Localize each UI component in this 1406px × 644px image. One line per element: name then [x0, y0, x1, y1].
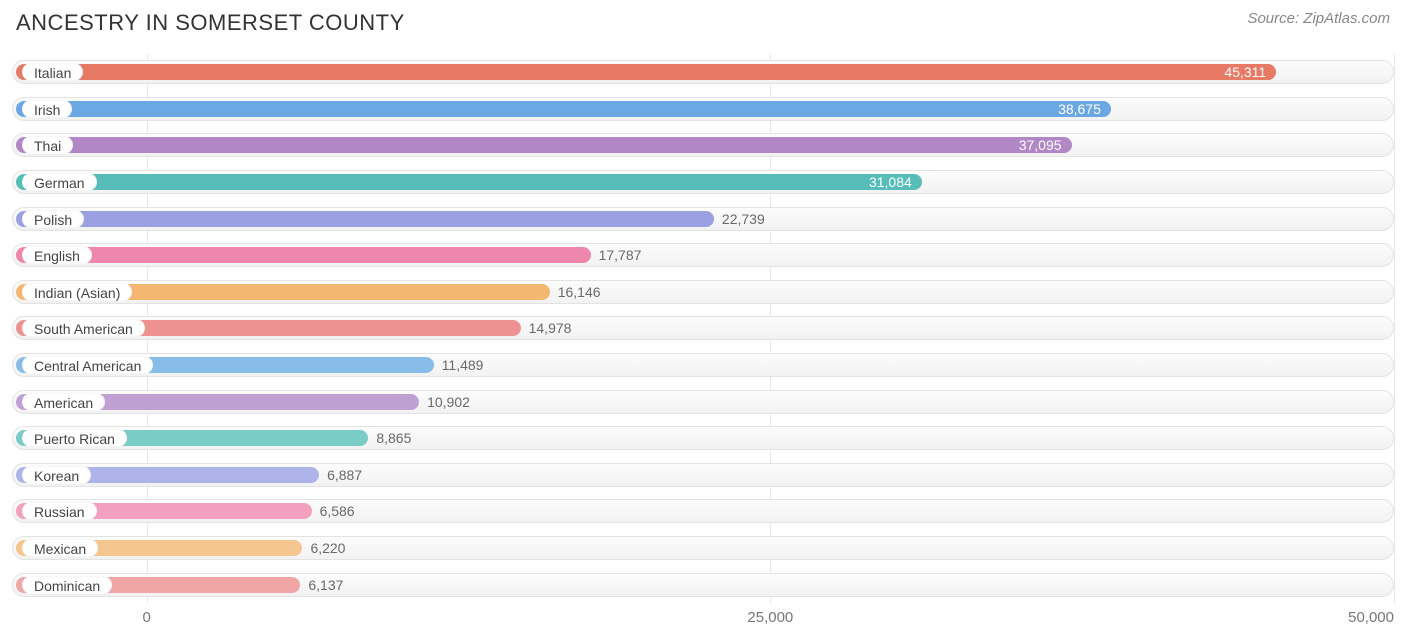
bar-row: Mexican 6,220: [12, 530, 1394, 567]
bar-row: Thai 37,095: [12, 127, 1394, 164]
value-label: 6,137: [308, 577, 343, 593]
bar-track: Central American 11,489: [12, 353, 1394, 377]
chart-container: ANCESTRY IN SOMERSET COUNTY Source: ZipA…: [0, 0, 1406, 644]
bar-row: Puerto Rican 8,865: [12, 420, 1394, 457]
bar-row: Dominican 6,137: [12, 566, 1394, 603]
bar-row: Indian (Asian) 16,146: [12, 274, 1394, 311]
value-label: 17,787: [599, 247, 642, 263]
value-label: 11,489: [442, 357, 484, 373]
category-label: Russian: [22, 502, 97, 520]
bar-track: Polish 22,739: [12, 207, 1394, 231]
category-label: Mexican: [22, 539, 98, 557]
x-axis: 0 25,000 50,000: [12, 607, 1394, 633]
bar-fill: [16, 101, 1111, 117]
x-tick-label: 25,000: [747, 609, 793, 626]
category-label: German: [22, 173, 97, 191]
category-label: Thai: [22, 136, 73, 154]
bar-row: South American 14,978: [12, 310, 1394, 347]
category-label: Polish: [22, 210, 84, 228]
bar-row: English 17,787: [12, 237, 1394, 274]
bar-row: Polish 22,739: [12, 200, 1394, 237]
value-label: 38,675: [1058, 101, 1101, 117]
bar-row: American 10,902: [12, 383, 1394, 420]
bar-track: Korean 6,887: [12, 463, 1394, 487]
category-label: Indian (Asian): [22, 283, 132, 301]
value-label: 31,084: [869, 174, 912, 190]
bar-track: English 17,787: [12, 243, 1394, 267]
bar-track: American 10,902: [12, 390, 1394, 414]
category-label: Dominican: [22, 576, 112, 594]
value-label: 6,586: [320, 503, 355, 519]
category-label: South American: [22, 319, 145, 337]
category-label: English: [22, 246, 92, 264]
category-label: Irish: [22, 100, 72, 118]
bar-track: Irish 38,675: [12, 97, 1394, 121]
bar-track: Mexican 6,220: [12, 536, 1394, 560]
bar-row: Russian 6,586: [12, 493, 1394, 530]
chart-plot-area: Italian 45,311 Irish 38,675 Thai 37,095 German…: [12, 54, 1394, 633]
chart-header: ANCESTRY IN SOMERSET COUNTY Source: ZipA…: [12, 10, 1394, 36]
bar-fill: [16, 247, 591, 263]
value-label: 37,095: [1019, 137, 1062, 153]
bar-track: Russian 6,586: [12, 499, 1394, 523]
bar-track: South American 14,978: [12, 316, 1394, 340]
bar-row: Irish 38,675: [12, 91, 1394, 128]
bar-track: Indian (Asian) 16,146: [12, 280, 1394, 304]
bar-track: Italian 45,311: [12, 60, 1394, 84]
value-label: 8,865: [376, 430, 411, 446]
chart-bars: Italian 45,311 Irish 38,675 Thai 37,095 German…: [12, 54, 1394, 603]
value-label: 45,311: [1224, 64, 1266, 80]
chart-title: ANCESTRY IN SOMERSET COUNTY: [16, 10, 405, 36]
category-label: American: [22, 393, 105, 411]
bar-track: Dominican 6,137: [12, 573, 1394, 597]
bar-row: Italian 45,311: [12, 54, 1394, 91]
grid-line: [1394, 54, 1395, 603]
bar-track: Thai 37,095: [12, 133, 1394, 157]
category-label: Korean: [22, 466, 91, 484]
bar-row: German 31,084: [12, 164, 1394, 201]
category-label: Puerto Rican: [22, 429, 127, 447]
bar-row: Korean 6,887: [12, 457, 1394, 494]
chart-source: Source: ZipAtlas.com: [1247, 10, 1390, 27]
bar-track: German 31,084: [12, 170, 1394, 194]
bar-fill: [16, 174, 922, 190]
bar-fill: [16, 64, 1276, 80]
value-label: 14,978: [529, 320, 572, 336]
value-label: 10,902: [427, 394, 470, 410]
category-label: Italian: [22, 63, 83, 81]
bar-fill: [16, 137, 1072, 153]
value-label: 16,146: [558, 284, 601, 300]
value-label: 6,887: [327, 467, 362, 483]
bar-track: Puerto Rican 8,865: [12, 426, 1394, 450]
x-tick-label: 50,000: [1348, 609, 1394, 626]
x-tick-label: 0: [143, 609, 151, 626]
bar-fill: [16, 211, 714, 227]
category-label: Central American: [22, 356, 153, 374]
value-label: 6,220: [310, 540, 345, 556]
value-label: 22,739: [722, 211, 765, 227]
bar-row: Central American 11,489: [12, 347, 1394, 384]
